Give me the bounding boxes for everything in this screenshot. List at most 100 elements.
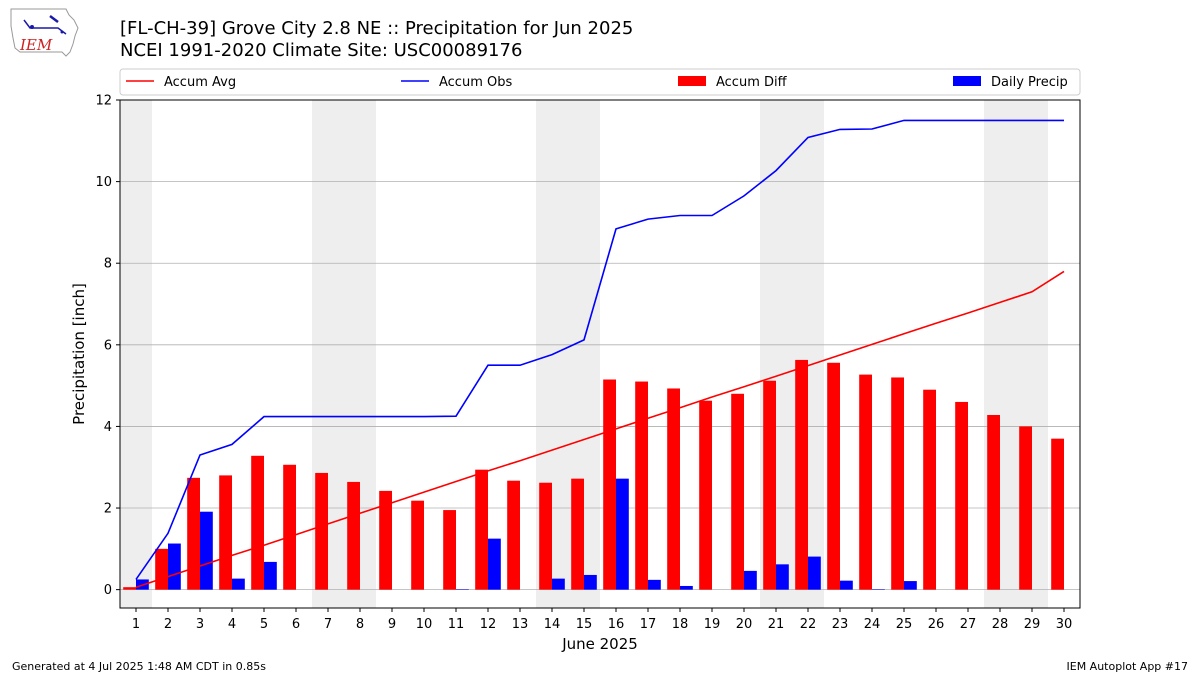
- x-tick-label: 17: [640, 617, 657, 632]
- accum-diff-bar: [571, 478, 584, 590]
- accum-diff-bar: [251, 455, 264, 590]
- weekend-band: [120, 100, 152, 608]
- x-tick-label: 7: [324, 617, 332, 632]
- accum-diff-bar: [827, 362, 840, 590]
- chart-subtitle: NCEI 1991-2020 Climate Site: USC00089176: [120, 40, 523, 61]
- x-tick-label: 20: [736, 617, 753, 632]
- plot-frame: [119, 99, 1081, 609]
- accum-diff-bar: [699, 400, 712, 590]
- accum-diff-bar: [1019, 426, 1032, 590]
- x-tick-label: 27: [960, 617, 977, 632]
- x-tick-label: 9: [388, 617, 396, 632]
- accum-diff-bar: [187, 477, 200, 590]
- daily-precip-bar: [200, 511, 213, 590]
- x-tick-label: 23: [832, 617, 849, 632]
- y-axis: 0 2 4 6 8 10 12: [95, 94, 120, 598]
- lines: [135, 119, 1065, 588]
- accum-diff-bar: [155, 548, 168, 590]
- daily-precip-bar: [584, 574, 597, 590]
- accum-diff-bar: [475, 469, 488, 590]
- grid-lines: [120, 181, 1080, 591]
- daily-precip-bar: [488, 538, 501, 590]
- daily-precip-bar: [808, 556, 821, 590]
- accum-diff-bar: [731, 393, 744, 590]
- x-tick-label: 8: [356, 617, 364, 632]
- legend-label: Daily Precip: [991, 75, 1068, 90]
- accum-diff-bar: [507, 480, 520, 590]
- x-tick-label: 25: [896, 617, 913, 632]
- iem-logo: IEM: [8, 6, 80, 60]
- y-tick-label: 6: [104, 338, 112, 353]
- iowa-map-icon: IEM: [10, 8, 79, 57]
- y-tick-label: 2: [104, 502, 112, 517]
- x-tick-label: 21: [768, 617, 785, 632]
- daily-precip-bar: [744, 570, 757, 590]
- accum-diff-bar: [987, 415, 1000, 590]
- x-tick-label: 10: [416, 617, 433, 632]
- x-tick-label: 22: [800, 617, 817, 632]
- logo-text: IEM: [19, 36, 53, 54]
- accum-obs-line: [135, 119, 1064, 580]
- legend-swatch: [678, 76, 706, 86]
- x-tick-label: 13: [512, 617, 529, 632]
- accum-diff-bar: [795, 359, 808, 590]
- accum-diff-bar: [443, 510, 456, 590]
- y-tick-label: 0: [104, 583, 112, 598]
- accum-diff-bar: [315, 472, 328, 590]
- x-tick-label: 12: [480, 617, 497, 632]
- accum-diff-bar: [219, 475, 232, 590]
- accum-diff-bar: [283, 464, 296, 590]
- x-tick-label: 19: [704, 617, 721, 632]
- accum-diff-bar: [347, 481, 360, 590]
- x-tick-label: 18: [672, 617, 689, 632]
- x-tick-label: 28: [992, 617, 1009, 632]
- accum-diff-bar: [603, 379, 616, 590]
- daily-precip-bar: [616, 478, 629, 590]
- daily-precip-bar: [904, 581, 917, 590]
- chart-title: [FL-CH-39] Grove City 2.8 NE :: Precipit…: [120, 18, 634, 39]
- legend-swatch: [953, 76, 981, 86]
- legend: Accum Avg Accum Obs Accum Diff Daily Precip: [119, 68, 1081, 96]
- daily-precip-bar: [552, 578, 565, 590]
- x-axis: 1 2 3 4 5 6 7 8 9 10 11 12 13 14 15 16 17 18 19 20 21 22 23 24 2…: [132, 608, 1072, 632]
- accum-diff-bar: [763, 380, 776, 590]
- legend-label: Accum Avg: [164, 75, 236, 90]
- accum-diff-bar: [923, 389, 936, 590]
- daily-precip-bar: [872, 589, 885, 590]
- accum-diff-bar: [379, 490, 392, 590]
- accum-diff-bar: [123, 587, 136, 590]
- legend-label: Accum Obs: [439, 75, 512, 90]
- y-tick-label: 8: [104, 257, 112, 272]
- x-tick-label: 24: [864, 617, 881, 632]
- x-tick-label: 14: [544, 617, 561, 632]
- accum-diff-bar: [635, 381, 648, 590]
- daily-precip-bar: [232, 578, 245, 590]
- daily-precip-bar: [776, 564, 789, 590]
- x-tick-label: 11: [448, 617, 465, 632]
- accum-diff-bar: [1051, 438, 1064, 590]
- accum-avg-line: [135, 270, 1065, 588]
- x-tick-label: 1: [132, 617, 140, 632]
- x-tick-label: 6: [292, 617, 300, 632]
- daily-precip-bar: [456, 589, 469, 590]
- legend-box: [119, 68, 1081, 96]
- footer-generated: Generated at 4 Jul 2025 1:48 AM CDT in 0…: [12, 660, 266, 673]
- y-tick-label: 12: [95, 94, 112, 109]
- daily-precip-bar: [680, 585, 693, 590]
- x-tick-label: 2: [164, 617, 172, 632]
- x-tick-label: 29: [1024, 617, 1041, 632]
- accum-diff-bar: [539, 482, 552, 590]
- accum-diff-bar: [955, 401, 968, 590]
- x-tick-label: 30: [1056, 617, 1073, 632]
- bars: [123, 359, 1064, 590]
- daily-precip-bar: [168, 543, 181, 590]
- legend-label: Accum Diff: [716, 75, 788, 90]
- daily-precip-bar: [648, 579, 661, 590]
- accum-diff-bar: [859, 374, 872, 590]
- daily-precip-bar: [840, 580, 853, 590]
- daily-precip-bar: [264, 561, 277, 590]
- y-axis-label: Precipitation [inch]: [70, 283, 88, 425]
- y-tick-label: 4: [104, 420, 112, 435]
- x-tick-label: 3: [196, 617, 204, 632]
